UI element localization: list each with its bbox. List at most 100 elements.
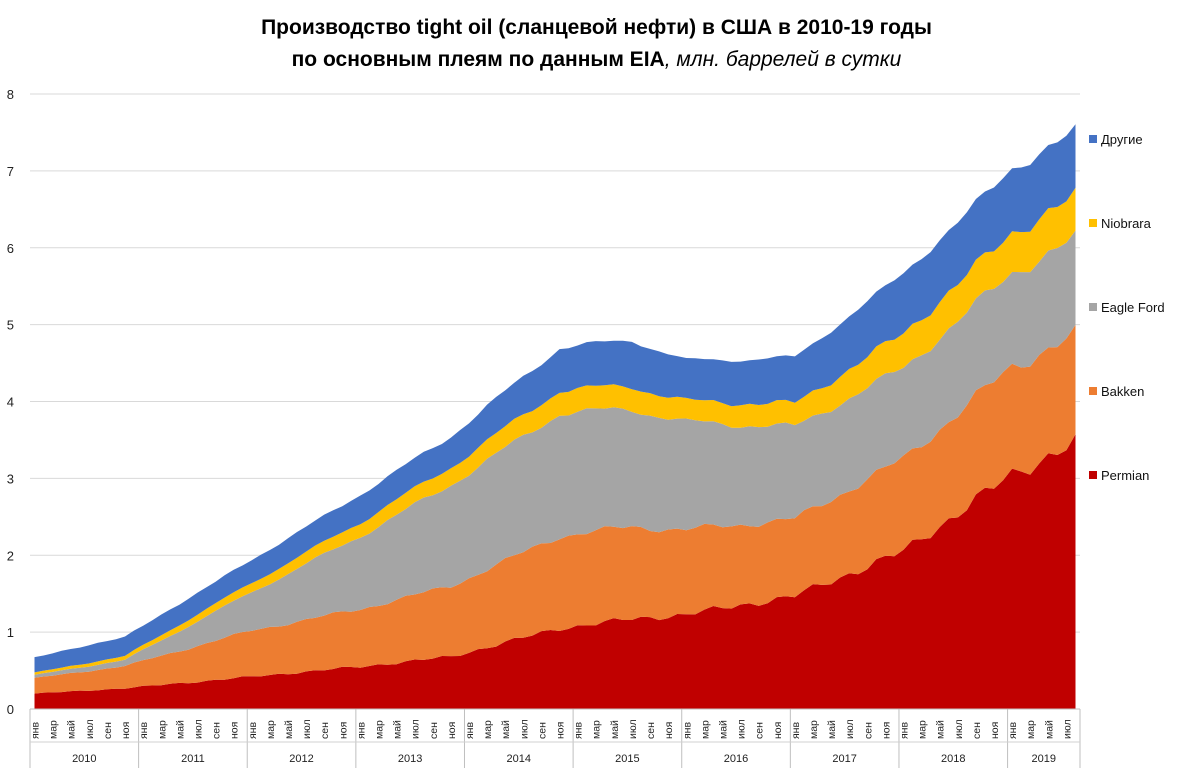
x-axis-tick-labels: янв мар май июл сен ноя янв мар май июл сен ноя янв м… [30,719,1074,765]
month-tick-label: янв [247,722,259,739]
month-tick-label: ноя [772,722,784,739]
month-tick-label: янв [138,722,150,739]
month-tick-label: мар [699,720,711,739]
month-tick-label: май [1043,720,1055,739]
month-tick-label: май [392,720,404,739]
month-tick-label: мар [482,720,494,739]
month-tick-label: май [935,720,947,739]
y-tick-label: 5 [7,318,14,333]
y-tick-label: 7 [7,164,14,179]
month-tick-label: янв [464,722,476,739]
month-tick-label: май [718,720,730,739]
year-label: 2019 [1032,753,1056,765]
y-tick-label: 6 [7,241,14,256]
month-tick-label: сен [536,722,548,739]
month-tick-label: янв [1007,722,1019,739]
month-tick-label: янв [899,722,911,739]
chart-title-line2: по основным плеям по данным EIA, млн. ба… [291,48,902,71]
axes [29,708,1081,768]
month-tick-label: янв [790,722,802,739]
month-tick-label: май [174,720,186,739]
legend-label: Другие [1101,132,1143,147]
month-tick-label: июл [844,719,856,739]
month-tick-label: сен [319,722,331,739]
legend-swatch [1089,219,1097,227]
month-tick-label: сен [645,722,657,739]
month-tick-label: мар [265,720,277,739]
month-tick-label: ноя [880,722,892,739]
legend-swatch [1089,471,1097,479]
month-tick-label: июл [410,719,422,739]
month-tick-label: июл [301,719,313,739]
month-tick-label: янв [681,722,693,739]
year-label: 2012 [289,753,313,765]
month-tick-label: мар [591,720,603,739]
y-tick-label: 1 [7,625,14,640]
month-tick-label: июл [193,719,205,739]
month-tick-label: янв [30,722,42,739]
month-tick-label: май [66,720,78,739]
area-series [34,124,1076,709]
legend-label: Bakken [1101,384,1144,399]
legend-swatch [1089,135,1097,143]
legend: Другие Niobrara Eagle Ford Bakken Permian [1089,132,1165,483]
y-tick-label: 0 [7,702,14,717]
month-tick-label: мар [917,720,929,739]
month-tick-label: мар [374,720,386,739]
year-label: 2010 [72,753,96,765]
month-tick-label: июл [1061,719,1073,739]
month-tick-label: ноя [663,722,675,739]
year-label: 2011 [181,753,205,765]
year-label: 2015 [615,753,639,765]
month-tick-label: сен [754,722,766,739]
month-tick-label: май [283,720,295,739]
month-tick-label: мар [48,720,60,739]
area-bakken [34,324,1076,694]
month-tick-label: ноя [446,722,458,739]
month-tick-label: июл [627,719,639,739]
month-tick-label: ноя [555,722,567,739]
month-tick-label: сен [971,722,983,739]
y-tick-label: 2 [7,548,14,563]
month-tick-label: июл [953,719,965,739]
month-tick-label: мар [156,720,168,739]
year-label: 2014 [507,753,531,765]
month-tick-label: ноя [229,722,241,739]
area-другие [34,124,1076,673]
chart-title: Производство tight oil (сланцевой нефти)… [0,12,1193,76]
chart-title-line1: Производство tight oil (сланцевой нефти)… [261,16,932,39]
month-tick-label: май [826,720,838,739]
month-tick-label: июл [518,719,530,739]
month-tick-label: янв [355,722,367,739]
legend-label: Niobrara [1101,216,1152,231]
month-tick-label: сен [862,722,874,739]
month-tick-label: июл [84,719,96,739]
legend-swatch [1089,387,1097,395]
month-tick-label: янв [573,722,585,739]
month-tick-label: июл [736,719,748,739]
month-tick-label: сен [428,722,440,739]
y-tick-label: 4 [7,395,14,410]
year-label: 2017 [832,753,856,765]
y-tick-label: 3 [7,471,14,486]
month-tick-label: ноя [989,722,1001,739]
month-tick-label: ноя [337,722,349,739]
month-tick-label: май [500,720,512,739]
month-tick-label: сен [211,722,223,739]
y-axis-tick-labels: 0 1 2 3 4 5 6 7 8 [7,87,14,717]
legend-label: Eagle Ford [1101,300,1165,315]
legend-label: Permian [1101,468,1149,483]
month-tick-label: ноя [120,722,132,739]
year-label: 2018 [941,753,965,765]
month-tick-label: мар [808,720,820,739]
month-tick-label: май [609,720,621,739]
year-label: 2013 [398,753,422,765]
legend-swatch [1089,303,1097,311]
area-eagle-ford [34,230,1076,678]
month-tick-label: сен [102,722,114,739]
month-tick-label: мар [1025,720,1037,739]
year-label: 2016 [724,753,748,765]
y-tick-label: 8 [7,87,14,102]
area-permian [34,434,1076,709]
